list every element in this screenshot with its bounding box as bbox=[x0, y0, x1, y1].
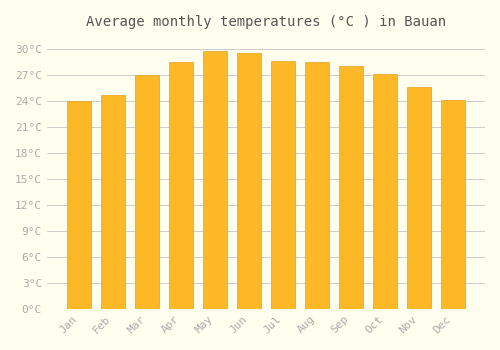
Bar bbox=[237, 53, 261, 309]
Bar bbox=[203, 51, 227, 309]
Bar bbox=[67, 102, 90, 309]
Bar bbox=[305, 62, 329, 309]
Bar bbox=[135, 76, 158, 309]
Bar bbox=[169, 62, 192, 309]
Bar bbox=[101, 96, 124, 309]
Bar bbox=[442, 100, 465, 309]
Bar bbox=[271, 61, 295, 309]
Bar bbox=[339, 66, 363, 309]
Bar bbox=[407, 87, 431, 309]
Bar bbox=[373, 74, 397, 309]
Title: Average monthly temperatures (°C ) in Bauan: Average monthly temperatures (°C ) in Ba… bbox=[86, 15, 446, 29]
